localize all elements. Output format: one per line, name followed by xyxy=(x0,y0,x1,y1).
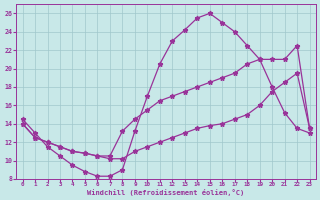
X-axis label: Windchill (Refroidissement éolien,°C): Windchill (Refroidissement éolien,°C) xyxy=(87,189,245,196)
